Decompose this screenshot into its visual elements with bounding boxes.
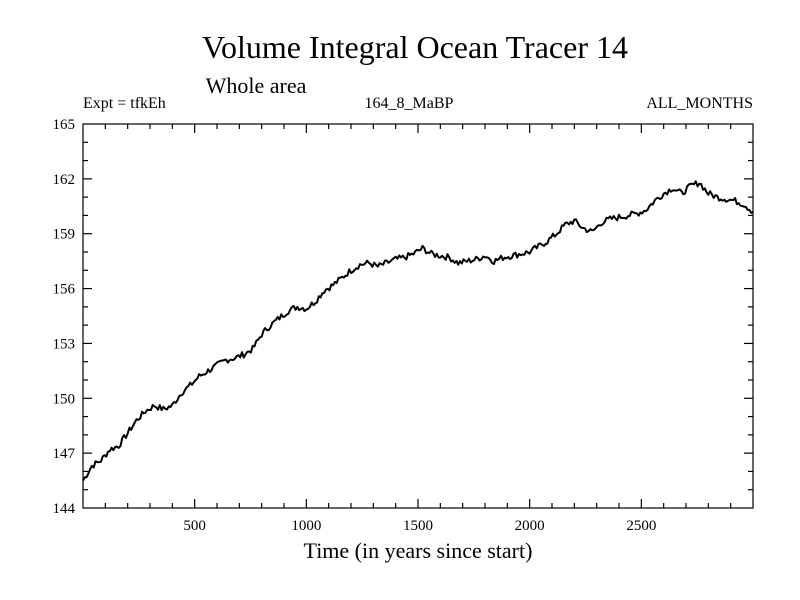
chart-title: Volume Integral Ocean Tracer 14 [202, 29, 628, 65]
x-tick-label: 1500 [403, 518, 433, 534]
chart-subtitle: Whole area [206, 73, 307, 98]
x-axis-label: Time (in years since start) [304, 538, 533, 563]
experiment-label: Expt = tfkEh [83, 95, 166, 112]
y-tick-label: 165 [53, 117, 76, 133]
axis-ticks [83, 124, 753, 508]
y-tick-label: 144 [53, 501, 76, 517]
x-tick-label: 500 [183, 518, 206, 534]
axis-tick-labels: 500 1000 1500 2000 2500 144 147 150 153 156 159 162… [53, 117, 657, 534]
x-tick-label: 1000 [291, 518, 321, 534]
x-tick-label: 2500 [626, 518, 656, 534]
y-tick-label: 147 [53, 446, 76, 462]
y-tick-label: 153 [53, 336, 76, 352]
x-tick-label: 2000 [515, 518, 545, 534]
series-line [82, 180, 754, 482]
y-tick-label: 162 [53, 172, 76, 188]
y-tick-label: 156 [53, 282, 76, 298]
period-label: 164_8_MaBP [365, 95, 454, 112]
y-tick-label: 150 [53, 391, 76, 407]
y-tick-label: 159 [53, 227, 76, 243]
months-label: ALL_MONTHS [646, 95, 753, 112]
plot-frame [82, 123, 754, 509]
